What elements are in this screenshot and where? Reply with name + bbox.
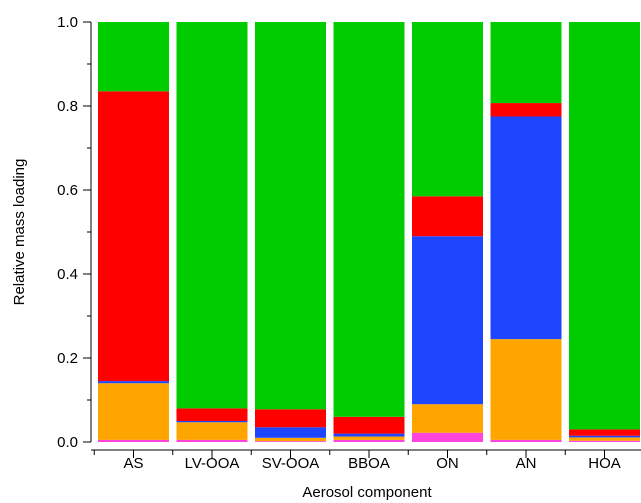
bar-segment-bboa-5 bbox=[333, 22, 405, 417]
y-tick-label: 1.0 bbox=[57, 14, 78, 31]
x-tick-label-on: ON bbox=[436, 455, 459, 472]
bar-segment-hoa-3 bbox=[569, 435, 640, 438]
y-axis-label: Relative mass loading bbox=[11, 159, 28, 306]
bar-segment-sv-ooa-4 bbox=[255, 409, 326, 428]
bar-segment-on-4 bbox=[412, 196, 483, 237]
x-tick-label-sv-ooa: SV-OOA bbox=[262, 455, 320, 472]
y-tick-label: 0.4 bbox=[57, 266, 78, 283]
bar-segment-as-2 bbox=[98, 383, 169, 440]
x-tick-label-lv-ooa: LV-OOA bbox=[185, 455, 240, 472]
bar-segment-lv-ooa-1 bbox=[176, 439, 248, 442]
bar-segment-an-2 bbox=[490, 339, 562, 440]
bar-segment-on-5 bbox=[412, 22, 483, 197]
x-axis-label: Aerosol component bbox=[302, 484, 432, 501]
bar-segment-lv-ooa-2 bbox=[176, 422, 248, 440]
x-axis: AS LV-OOA SV-OOA BBOA ON AN HOA bbox=[91, 449, 641, 472]
bar-segment-sv-ooa-1 bbox=[255, 441, 326, 442]
bar-segment-hoa-5 bbox=[569, 22, 640, 430]
bar-segment-on-2 bbox=[412, 404, 483, 433]
bar-segment-as-5 bbox=[98, 22, 169, 92]
bar-segment-sv-ooa-3 bbox=[255, 427, 326, 438]
bar-segment-sv-ooa-5 bbox=[255, 22, 326, 410]
bar-segment-as-1 bbox=[98, 439, 169, 442]
bar-segment-hoa-2 bbox=[569, 437, 640, 441]
y-tick-label: 0.0 bbox=[57, 434, 78, 451]
bar-segment-lv-ooa-4 bbox=[176, 408, 248, 421]
bar-segment-an-1 bbox=[490, 439, 562, 442]
bar-segment-lv-ooa-5 bbox=[176, 22, 248, 409]
x-tick-label-bboa: BBOA bbox=[348, 455, 390, 472]
bar-segment-an-4 bbox=[490, 103, 562, 117]
bar-segment-sv-ooa-2 bbox=[255, 437, 326, 442]
x-tick-label-hoa: HOA bbox=[588, 455, 621, 472]
bars-group bbox=[98, 22, 640, 442]
bar-segment-lv-ooa-3 bbox=[176, 421, 248, 423]
bar-segment-hoa-4 bbox=[569, 429, 640, 436]
x-tick-label-as: AS bbox=[123, 455, 143, 472]
y-tick-label: 0.2 bbox=[57, 350, 78, 367]
bar-segment-as-3 bbox=[98, 381, 169, 384]
bar-segment-hoa-1 bbox=[569, 440, 640, 442]
bar-segment-an-3 bbox=[490, 116, 562, 340]
bar-segment-bboa-3 bbox=[333, 433, 405, 437]
y-tick-label: 0.6 bbox=[57, 182, 78, 199]
x-tick-label-an: AN bbox=[516, 455, 537, 472]
bar-segment-bboa-1 bbox=[333, 439, 405, 442]
bar-segment-bboa-2 bbox=[333, 436, 405, 440]
bar-segment-an-5 bbox=[490, 22, 562, 104]
bar-segment-as-4 bbox=[98, 91, 169, 382]
bar-segment-on-3 bbox=[412, 236, 483, 405]
bar-segment-on-1 bbox=[412, 432, 483, 442]
bar-segment-bboa-4 bbox=[333, 416, 405, 434]
y-tick-label: 0.8 bbox=[57, 98, 78, 115]
y-axis: 0.0 0.2 0.4 0.6 0.8 1.0 bbox=[57, 14, 92, 451]
